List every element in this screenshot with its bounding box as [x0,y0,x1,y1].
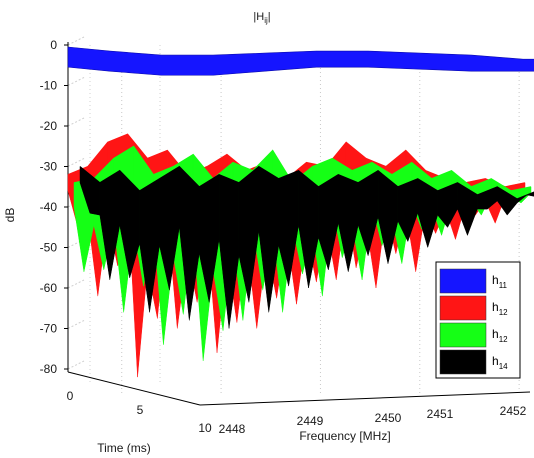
series-h14-surface [79,165,534,329]
x-axis-label: Frequency [MHz] [299,429,390,443]
z-tick-label: 0 [50,38,57,52]
chart-title-end: | [268,11,271,23]
grid-line-z [67,279,85,289]
legend-label-main: h [492,273,499,287]
y-axis-line [67,371,201,406]
legend-label-sub: 12 [499,308,508,317]
legend-label-main: h [492,300,499,314]
x-axis-line [199,391,531,406]
grid-line-z [67,320,85,329]
z-tick-label: -60 [40,281,58,295]
legend-label-h11: h11 [492,273,508,290]
z-tick-label: -40 [40,200,58,214]
y-tick-labels: 0 5 10 [67,389,212,435]
grid-line-z [67,36,85,46]
grid-line-z [67,77,85,86]
surface-ridge [79,165,534,200]
chart-title-sub: ij [264,16,268,25]
legend-swatch-h12 [439,295,487,321]
z-tick-label: -70 [40,322,58,336]
legend-label-main: h [492,354,499,368]
legend-label-main: h [492,327,499,341]
z-tick-labels: 0 -10 -20 -30 -40 -50 -60 -70 -80 [40,38,68,376]
legend-label-sub: 12 [499,335,508,344]
y-tick-label: 0 [67,389,74,403]
y-axis-label: Time (ms) [97,441,151,455]
grid-line-z [67,239,85,248]
x-tick-labels: 2448 2449 2450 2451 2452 [219,404,527,436]
series-h11-surface [67,46,534,76]
z-axis-label: dB [3,208,17,223]
x-tick-label: 2449 [297,414,324,428]
z-tick-label: -30 [40,160,58,174]
grid-line-z [67,158,85,167]
legend-label-sub: 11 [499,281,508,290]
surface-band [67,46,534,76]
grid-line-z [67,117,85,127]
x-tick-label: 2452 [500,404,527,418]
legend-swatch-h14 [439,349,487,375]
grid-lines [67,36,520,395]
legend-label-h14: h14 [492,354,508,371]
y-tick-label: 5 [137,403,144,417]
z-tick-label: -20 [40,119,58,133]
z-tick-label: -10 [40,79,58,93]
legend-label-h12: h12 [492,327,508,344]
z-tick-label: -50 [40,241,58,255]
chart-title-main: |H [253,11,264,23]
grid-line-z [67,360,85,370]
legend-label-h12: h12 [492,300,508,317]
legend-label-sub: 14 [499,362,508,371]
legend-swatch-h12 [439,322,487,348]
x-tick-label: 2450 [375,411,402,425]
chart-title: |Hij| [253,11,270,25]
z-tick-label: -80 [40,362,58,376]
y-tick-label: 10 [198,421,212,435]
x-tick-label: 2448 [219,422,246,436]
series-layer [67,46,534,378]
x-tick-label: 2451 [427,407,454,421]
legend-swatch-h11 [439,268,487,294]
